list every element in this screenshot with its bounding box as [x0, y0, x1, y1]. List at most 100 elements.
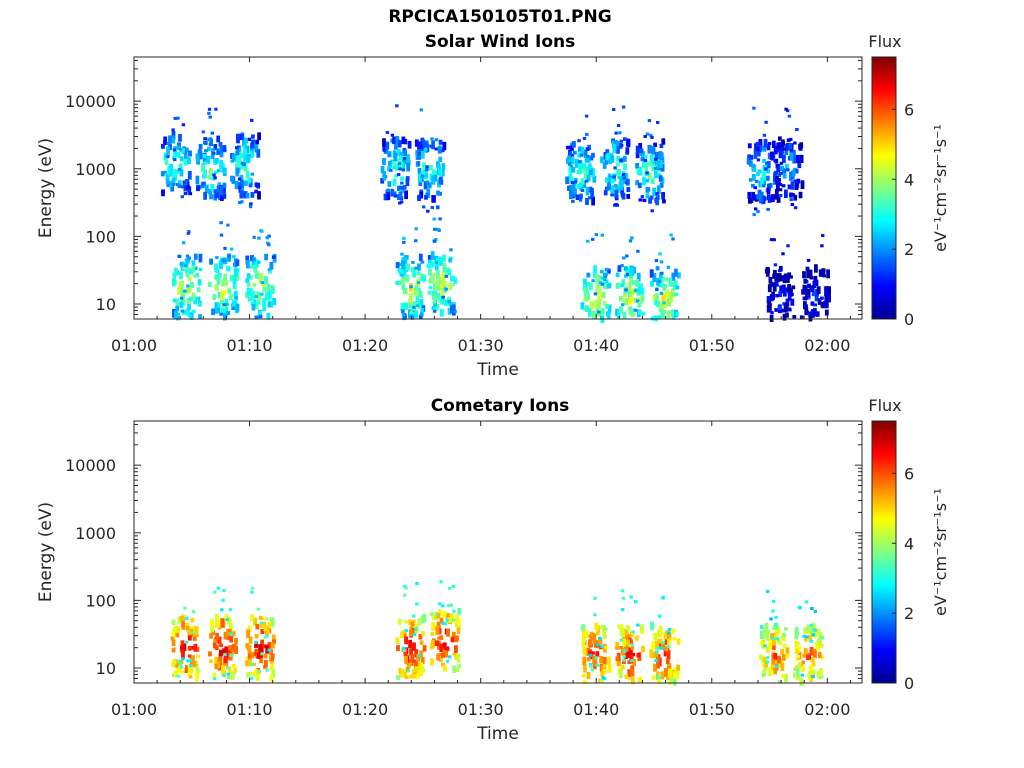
heatmap-cell — [233, 267, 238, 276]
heatmap-cell — [620, 175, 625, 185]
heatmap-cell — [647, 172, 652, 180]
heatmap-cell — [263, 653, 268, 659]
heatmap-cell — [607, 173, 612, 178]
heatmap-cell — [392, 191, 397, 196]
heatmap-cell — [775, 665, 779, 668]
heatmap-cell — [571, 167, 576, 173]
heatmap-cell — [201, 163, 206, 172]
heatmap-cell — [766, 207, 770, 211]
heatmap-cell — [179, 147, 184, 152]
colorbar-tick-label: 4 — [904, 170, 914, 189]
heatmap-cell — [390, 133, 395, 137]
heatmap-cell — [420, 274, 425, 281]
heatmap-cell — [251, 586, 255, 590]
heatmap-cell — [186, 185, 191, 190]
heatmap-cell — [656, 185, 661, 194]
heatmap-cell — [166, 141, 170, 145]
heatmap-cell — [178, 134, 182, 142]
heatmap-cell — [439, 656, 443, 663]
heatmap-cell — [403, 257, 408, 266]
heatmap-cell — [811, 291, 816, 297]
heatmap-cell — [404, 586, 408, 590]
heatmap-cell — [260, 229, 264, 233]
heatmap-cell — [186, 286, 191, 293]
heatmap-cell — [605, 154, 610, 161]
heatmap-cell — [665, 289, 670, 297]
heatmap-cell — [764, 120, 768, 124]
heatmap-cell — [439, 277, 443, 283]
heatmap-cell — [404, 190, 408, 200]
heatmap-cell — [763, 644, 767, 648]
heatmap-cell — [414, 139, 419, 147]
heatmap-cell — [180, 640, 185, 648]
heatmap-cell — [794, 183, 799, 190]
heatmap-cell — [651, 641, 655, 650]
heatmap-cell — [402, 240, 406, 244]
heatmap-cell — [415, 582, 419, 585]
heatmap-cell — [652, 273, 657, 283]
heatmap-cell — [622, 631, 627, 638]
heatmap-cell — [748, 178, 753, 182]
heatmap-cell — [394, 173, 399, 178]
heatmap-cell — [785, 163, 789, 170]
heatmap-cell — [185, 272, 190, 277]
heatmap-cell — [785, 312, 789, 318]
heatmap-cell — [621, 608, 625, 612]
heatmap-cell — [257, 191, 261, 200]
heatmap-cell — [574, 158, 579, 168]
heatmap-cell — [645, 132, 650, 136]
heatmap-cell — [449, 603, 453, 607]
heatmap-cell — [211, 630, 216, 635]
heatmap-cell — [248, 659, 252, 667]
heatmap-cell — [813, 303, 817, 307]
panel-cometary: 01:00 01:10 01:20 01:30 01:40 01:50 02:00Time1… — [36, 396, 950, 744]
heatmap-cell — [189, 312, 194, 320]
heatmap-cell — [649, 154, 654, 164]
heatmap-cell — [419, 670, 423, 677]
heatmap-cell — [656, 300, 661, 308]
heatmap-cell — [240, 133, 244, 140]
heatmap-cell — [812, 280, 817, 288]
heatmap-cell — [400, 302, 405, 310]
heatmap-cell — [796, 654, 801, 659]
heatmap-cell — [785, 653, 790, 659]
heatmap-cell — [653, 167, 658, 170]
heatmap-cell — [797, 605, 801, 609]
heatmap-cell — [795, 154, 800, 163]
heatmap-cell — [424, 173, 429, 178]
heatmap-cell — [747, 191, 752, 199]
heatmap-cell — [259, 315, 263, 319]
x-tick-label: 02:00 — [804, 336, 850, 355]
heatmap-cell — [661, 138, 666, 145]
heatmap-cell — [254, 669, 259, 678]
heatmap-cell — [658, 676, 662, 680]
heatmap-cell — [254, 304, 259, 309]
heatmap-cell — [624, 674, 629, 679]
heatmap-cell — [214, 107, 218, 111]
heatmap-cell — [187, 645, 192, 651]
heatmap-cell — [423, 181, 428, 190]
heatmap-cell — [787, 272, 792, 278]
x-tick-label: 01:50 — [689, 336, 735, 355]
heatmap-cell — [583, 278, 587, 286]
heatmap-cell — [820, 635, 824, 640]
heatmap-cell — [587, 166, 592, 171]
heatmap-cell — [452, 609, 456, 613]
heatmap-cell — [746, 158, 751, 165]
x-tick-label: 01:10 — [227, 700, 273, 719]
heatmap-cell — [661, 313, 665, 319]
heatmap-cell — [222, 182, 227, 189]
heatmap-cell — [192, 295, 197, 299]
heatmap-cell — [203, 191, 207, 200]
heatmap-cell — [233, 667, 238, 673]
heatmap-cell — [765, 272, 770, 277]
heatmap-cell — [622, 156, 627, 162]
heatmap-cell — [772, 273, 776, 279]
heatmap-cell — [247, 137, 251, 141]
heatmap-cell — [248, 205, 253, 209]
heatmap-cell — [623, 137, 627, 141]
heatmap-cell — [428, 268, 432, 276]
heatmap-cell — [620, 283, 624, 288]
heatmap-cell — [664, 645, 669, 652]
heatmap-cell — [586, 672, 591, 680]
